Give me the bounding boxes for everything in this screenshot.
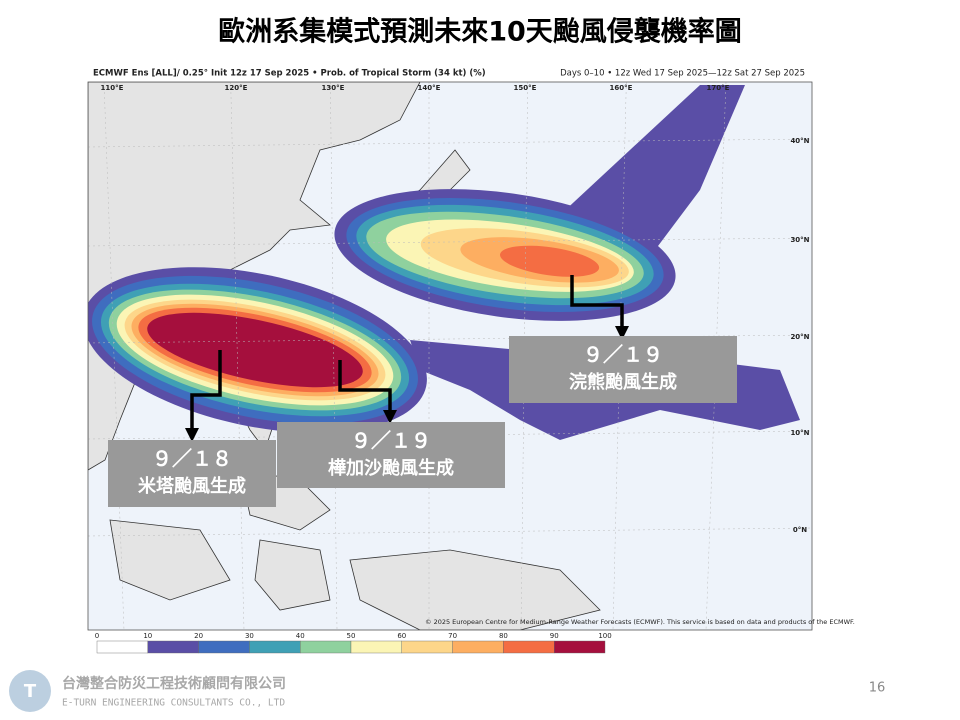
annotation: ９／１９ 浣熊颱風生成 bbox=[509, 336, 737, 403]
colorbar-segment bbox=[503, 640, 555, 654]
longitude-label: 120°E bbox=[225, 84, 248, 92]
annotation-text: 浣熊颱風生成 bbox=[569, 371, 677, 393]
colorbar-tick-label: 10 bbox=[143, 632, 152, 640]
footer: T 台灣整合防災工程技術顧問有限公司 E-TURN ENGINEERING CO… bbox=[9, 670, 885, 712]
annotation-box bbox=[108, 440, 276, 507]
colorbar-segment bbox=[554, 640, 606, 654]
map-panel: ECMWF Ens [ALL]/ 0.25° Init 12z 17 Sep 2… bbox=[80, 57, 855, 663]
parallel bbox=[88, 334, 812, 344]
colorbar-tick-label: 60 bbox=[397, 632, 406, 640]
colorbar-tick-label: 30 bbox=[245, 632, 254, 640]
colorbar: 0 10 20 30 40 50 60 70 80 90 100 bbox=[95, 632, 612, 654]
meridian bbox=[230, 82, 245, 630]
latitude-label: 40°N bbox=[790, 137, 809, 145]
arrows bbox=[190, 275, 624, 430]
colorbar-tick-label: 50 bbox=[347, 632, 356, 640]
parallel bbox=[88, 527, 812, 537]
annotation: ９／１８ 米塔颱風生成 bbox=[108, 440, 276, 507]
annotation: ９／１９ 樺加沙颱風生成 bbox=[277, 422, 505, 488]
colorbar-segment bbox=[249, 640, 301, 654]
longitude-label: 140°E bbox=[418, 84, 441, 92]
logo bbox=[9, 670, 51, 712]
latitude-label: 0°N bbox=[793, 526, 807, 534]
annotation-text: 樺加沙颱風生成 bbox=[328, 457, 454, 479]
colorbar-tick-label: 80 bbox=[499, 632, 508, 640]
annotation-box bbox=[509, 336, 737, 403]
colorbar-tick-label: 0 bbox=[95, 632, 99, 640]
colorbar-segment bbox=[452, 640, 504, 654]
colorbar-segment bbox=[147, 640, 199, 654]
parallel bbox=[88, 237, 812, 247]
colorbar-segment bbox=[198, 640, 250, 654]
longitude-label: 160°E bbox=[610, 84, 633, 92]
parallel bbox=[88, 138, 812, 148]
latitude-label: 20°N bbox=[790, 333, 809, 341]
meridian bbox=[705, 82, 727, 630]
longitude-label: 110°E bbox=[101, 84, 124, 92]
parallel bbox=[88, 430, 812, 440]
meridian bbox=[330, 82, 338, 630]
latitude-label: 30°N bbox=[790, 236, 809, 244]
slide-title: 歐洲系集模式預測未來10天颱風侵襲機率圖 bbox=[218, 16, 742, 48]
annotation-date: ９／１８ bbox=[152, 447, 232, 471]
longitude-label: 130°E bbox=[322, 84, 345, 92]
longitude-label: 170°E bbox=[707, 84, 730, 92]
logo-mark: T bbox=[24, 681, 37, 702]
colorbar-segment bbox=[401, 640, 453, 654]
probability-field bbox=[88, 85, 800, 440]
annotation-box bbox=[277, 422, 505, 488]
copyright: © 2025 European Centre for Medium-Range … bbox=[425, 618, 855, 626]
colorbar-segment bbox=[96, 640, 148, 654]
annotation-date: ９／１９ bbox=[351, 429, 431, 453]
colorbar-tick-label: 90 bbox=[550, 632, 559, 640]
map-border bbox=[87, 81, 813, 631]
latitude-label: 10°N bbox=[790, 429, 809, 437]
colorbar-tick-label: 20 bbox=[194, 632, 203, 640]
longitude-label: 150°E bbox=[514, 84, 537, 92]
page-number: 16 bbox=[869, 681, 886, 696]
arrowheads bbox=[185, 326, 629, 442]
meridian bbox=[612, 82, 627, 630]
company-name: 台灣整合防災工程技術顧問有限公司 bbox=[62, 675, 286, 692]
colorbar-tick-label: 40 bbox=[296, 632, 305, 640]
colorbar-segment bbox=[350, 640, 402, 654]
map-header: Days 0–10 • 12z Wed 17 Sep 2025—12z Sat … bbox=[560, 69, 805, 79]
annotation-date: ９／１９ bbox=[583, 343, 663, 367]
company-name-en: E-TURN ENGINEERING CONSULTANTS CO., LTD bbox=[62, 698, 285, 709]
colorbar-tick-label: 100 bbox=[598, 632, 611, 640]
meridian bbox=[103, 82, 125, 630]
colorbar-tick-label: 70 bbox=[448, 632, 457, 640]
meridian bbox=[520, 82, 528, 630]
graticule bbox=[88, 82, 812, 630]
map-header: ECMWF Ens [ALL]/ 0.25° Init 12z 17 Sep 2… bbox=[93, 69, 486, 79]
annotation-text: 米塔颱風生成 bbox=[138, 475, 246, 497]
colorbar-segment bbox=[300, 640, 352, 654]
